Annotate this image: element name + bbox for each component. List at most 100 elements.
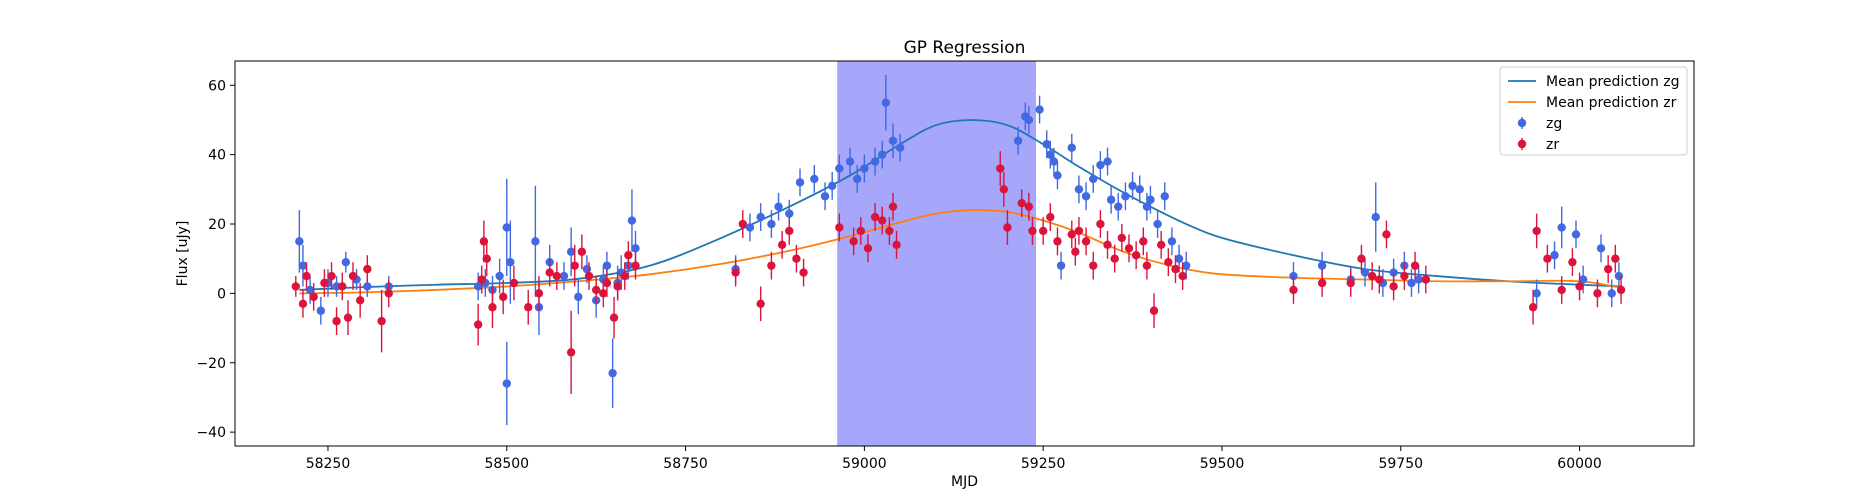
- point-zr-77: [1156, 240, 1166, 250]
- point-zr-90: [1410, 261, 1420, 270]
- point-zr-10: [355, 296, 365, 305]
- point-zr-99: [1603, 264, 1613, 274]
- point-zr-57: [1017, 199, 1026, 208]
- y-tick-label: −40: [196, 425, 226, 441]
- legend-label: zr: [1546, 137, 1559, 153]
- point-zg-82: [1360, 268, 1370, 277]
- point-zr-42: [785, 226, 794, 236]
- point-zg-55: [1035, 105, 1044, 114]
- y-tick-label: 60: [208, 78, 226, 94]
- point-zr-54: [996, 164, 1005, 173]
- point-zr-46: [849, 237, 858, 246]
- point-zr-27: [577, 247, 587, 256]
- point-zg-90: [1550, 251, 1559, 260]
- point-zr-83: [1346, 278, 1355, 288]
- point-zr-6: [332, 316, 341, 326]
- legend-entry-mean-prediction-zg: Mean prediction zg: [1508, 74, 1680, 90]
- point-zg-78: [1182, 261, 1191, 270]
- point-zg-0: [295, 237, 304, 246]
- point-zg-2: [305, 285, 315, 295]
- x-axis-ticks: 58250 58500 58750 59000 59250 59500 59750 60000: [306, 446, 1602, 472]
- point-zg-20: [559, 271, 569, 281]
- point-zr-64: [1071, 247, 1080, 256]
- point-zr-33: [613, 282, 622, 291]
- point-zr-19: [498, 292, 508, 302]
- x-tick-label: 59250: [1021, 456, 1066, 472]
- point-zg-52: [1013, 136, 1023, 145]
- point-zr-95: [1557, 285, 1566, 295]
- point-zr-62: [1053, 237, 1062, 246]
- point-zg-41: [820, 192, 830, 201]
- point-zr-50: [878, 216, 887, 225]
- point-zg-51: [895, 143, 905, 152]
- y-tick-label: 20: [208, 217, 226, 233]
- point-zr-53: [892, 240, 901, 250]
- point-zr-89: [1400, 271, 1409, 281]
- point-zg-96: [1614, 271, 1624, 281]
- point-zg-65: [1096, 160, 1105, 170]
- point-zr-22: [534, 289, 544, 298]
- point-zr-58: [1024, 202, 1034, 211]
- point-zr-52: [888, 202, 898, 211]
- point-zg-83: [1371, 212, 1380, 222]
- point-zg-74: [1153, 219, 1162, 229]
- legend-entry-zr: zr: [1517, 137, 1559, 153]
- point-zg-14: [502, 223, 511, 232]
- legend-marker-swatch: [1517, 139, 1527, 149]
- point-zr-87: [1382, 230, 1391, 239]
- point-zg-71: [1135, 185, 1144, 194]
- point-zr-49: [870, 212, 880, 222]
- point-zr-37: [731, 268, 740, 277]
- point-zr-82: [1317, 278, 1327, 288]
- point-zg-63: [1081, 192, 1091, 201]
- chart-title: GP Regression: [904, 38, 1026, 58]
- point-zr-5: [327, 271, 336, 281]
- point-zr-48: [863, 244, 873, 253]
- point-zr-30: [599, 289, 608, 298]
- point-zr-91: [1421, 275, 1431, 284]
- point-zg-87: [1407, 278, 1416, 288]
- point-zg-69: [1121, 192, 1130, 201]
- point-zr-76: [1149, 306, 1159, 315]
- point-zr-97: [1575, 282, 1584, 291]
- point-zg-88: [1414, 275, 1423, 284]
- point-zr-11: [363, 264, 372, 274]
- point-zg-68: [1114, 202, 1123, 211]
- point-zr-35: [624, 251, 633, 260]
- point-zr-84: [1357, 254, 1366, 263]
- point-zr-47: [856, 226, 865, 236]
- x-tick-label: 58750: [663, 456, 708, 472]
- point-zg-6: [341, 257, 351, 267]
- plot-inner: [291, 61, 1626, 446]
- point-zg-3: [316, 306, 326, 315]
- point-zg-21: [566, 247, 576, 256]
- point-zr-41: [777, 240, 787, 250]
- y-tick-label: 0: [217, 286, 226, 302]
- point-zr-85: [1367, 271, 1377, 281]
- point-zr-79: [1171, 264, 1180, 274]
- point-zg-62: [1074, 185, 1084, 194]
- legend-box: [1499, 66, 1688, 156]
- point-zg-44: [845, 157, 855, 166]
- point-zr-14: [473, 320, 483, 329]
- point-zr-43: [792, 254, 801, 263]
- point-zg-89: [1532, 289, 1541, 298]
- point-zr-100: [1611, 254, 1620, 263]
- point-zg-17: [531, 237, 540, 246]
- point-zg-22: [574, 292, 583, 302]
- point-zg-59: [1053, 171, 1062, 180]
- point-zr-1: [298, 299, 308, 308]
- point-zr-80: [1178, 271, 1187, 281]
- legend-entry-mean-prediction-zr: Mean prediction zr: [1508, 95, 1677, 111]
- point-zr-60: [1038, 226, 1048, 236]
- plot-frame: [234, 60, 1695, 447]
- point-zr-65: [1074, 226, 1084, 236]
- point-zr-67: [1089, 261, 1098, 270]
- point-zg-67: [1106, 195, 1116, 204]
- point-zr-45: [835, 223, 844, 232]
- point-zr-34: [620, 271, 629, 281]
- point-zr-0: [291, 282, 300, 291]
- series-zr-points: [291, 151, 1626, 394]
- point-zg-45: [853, 174, 862, 184]
- point-zr-20: [509, 278, 519, 288]
